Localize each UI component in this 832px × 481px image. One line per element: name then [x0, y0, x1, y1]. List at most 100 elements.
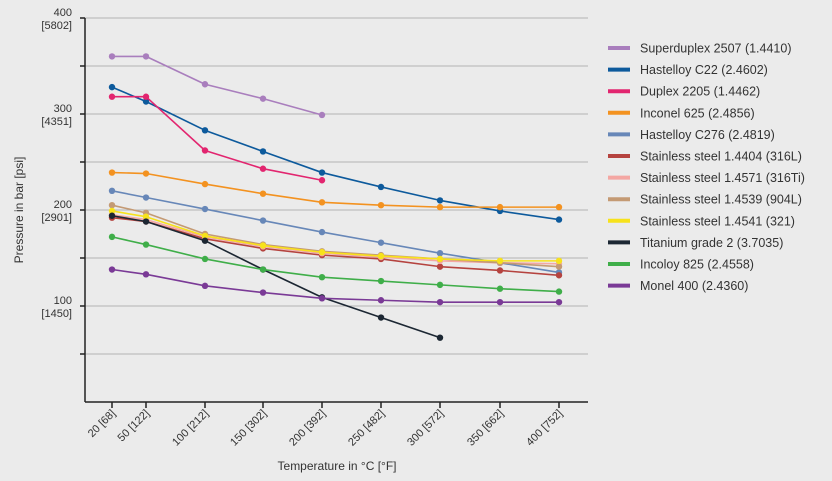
data-point-0-50: [142, 53, 150, 60]
data-point-11-350: [496, 298, 504, 306]
data-point-9-100: [201, 237, 209, 244]
grid: [85, 17, 588, 355]
legend-label-9: Titanium grade 2 (3.7035): [640, 236, 783, 250]
data-point-4-300: [436, 250, 444, 257]
data-point-10-300: [436, 281, 444, 289]
data-point-4-100: [201, 205, 209, 213]
data-point-0-200: [318, 111, 326, 119]
data-point-4-200: [318, 228, 326, 236]
data-point-2-150: [259, 165, 267, 172]
legend-label-2: Duplex 2205 (1.4462): [640, 85, 760, 99]
series-2: [108, 93, 326, 184]
data-point-8-300: [436, 255, 444, 263]
data-point-3-250: [377, 202, 385, 209]
legend-label-0: Superduplex 2507 (1.4410): [640, 42, 792, 56]
data-point-11-200: [318, 295, 326, 302]
legend-label-6: Stainless steel 1.4571 (316Ti): [640, 171, 805, 185]
data-point-9-300: [436, 334, 444, 341]
data-point-8-100: [201, 232, 209, 240]
data-point-3-100: [201, 180, 209, 188]
legend-label-11: Monel 400 (2.4360): [640, 279, 748, 293]
data-point-3-20: [108, 169, 116, 176]
data-point-8-250: [377, 252, 385, 260]
data-point-1-50: [142, 98, 150, 105]
data-point-3-50: [142, 170, 150, 177]
data-point-1-200: [318, 169, 326, 176]
legend-label-7: Stainless steel 1.4539 (904L): [640, 193, 802, 207]
y-tick-sublabel-300: [4351]: [41, 116, 72, 128]
data-point-1-150: [259, 148, 267, 155]
y-tick-sublabel-200: [2901]: [41, 212, 72, 224]
data-point-7-20: [108, 202, 116, 209]
data-point-8-400: [555, 257, 563, 265]
data-point-2-20: [108, 93, 116, 100]
data-point-3-350: [496, 203, 504, 211]
y-tick-label-100: 100: [54, 295, 72, 307]
data-point-11-250: [377, 297, 385, 304]
data-point-10-250: [377, 277, 385, 285]
data-point-10-400: [555, 288, 563, 295]
legend-label-4: Hastelloy C276 (2.4819): [640, 128, 775, 142]
legend-label-5: Stainless steel 1.4404 (316L): [640, 150, 802, 164]
data-point-1-300: [436, 197, 444, 204]
data-point-0-20: [108, 53, 116, 60]
x-axis-title: Temperature in °C [°F]: [278, 459, 397, 473]
data-point-3-300: [436, 203, 444, 211]
data-point-5-350: [496, 267, 504, 274]
y-tick-sublabel-400: [5802]: [41, 20, 72, 32]
data-point-11-400: [555, 298, 563, 306]
y-axis-title: Pressure in bar [psi]: [12, 157, 26, 264]
data-point-10-150: [259, 266, 267, 273]
data-point-10-20: [108, 233, 116, 241]
series-11: [108, 266, 563, 306]
series-8: [108, 207, 563, 265]
data-point-10-350: [496, 285, 504, 292]
data-point-2-100: [201, 147, 209, 154]
data-point-3-150: [259, 190, 267, 197]
data-point-11-100: [201, 282, 209, 290]
data-point-10-50: [142, 241, 150, 248]
data-point-8-50: [142, 213, 150, 220]
data-point-3-400: [555, 203, 563, 211]
legend-label-10: Incoloy 825 (2.4558): [640, 258, 754, 272]
y-tick-label-400: 400: [54, 7, 72, 19]
legend-label-3: Inconel 625 (2.4856): [640, 106, 755, 120]
data-point-3-200: [318, 199, 326, 206]
data-point-5-300: [436, 263, 444, 270]
data-point-9-250: [377, 314, 385, 321]
data-point-10-100: [201, 255, 209, 263]
data-point-11-300: [436, 298, 444, 306]
series-0: [108, 53, 326, 119]
legend-label-1: Hastelloy C22 (2.4602): [640, 63, 768, 77]
data-point-2-50: [142, 93, 150, 100]
data-point-8-350: [496, 257, 504, 265]
data-point-4-150: [259, 217, 267, 224]
data-point-4-20: [108, 187, 116, 194]
legend-label-8: Stainless steel 1.4541 (321): [640, 214, 795, 228]
data-point-10-200: [318, 274, 326, 281]
data-point-8-20: [108, 207, 116, 215]
data-point-4-50: [142, 194, 150, 201]
data-point-5-400: [555, 272, 563, 279]
y-tick-label-300: 300: [54, 103, 72, 115]
data-point-11-20: [108, 266, 116, 273]
y-tick-sublabel-100: [1450]: [41, 308, 72, 320]
data-point-11-50: [142, 271, 150, 278]
data-point-2-200: [318, 177, 326, 184]
data-point-9-50: [142, 218, 150, 225]
data-point-11-150: [259, 289, 267, 296]
data-point-1-20: [108, 83, 116, 91]
series-10: [108, 233, 563, 295]
data-point-4-250: [377, 239, 385, 246]
data-point-1-250: [377, 183, 385, 191]
data-point-7-400: [555, 263, 563, 270]
data-point-8-200: [318, 249, 326, 256]
data-point-1-400: [555, 216, 563, 223]
data-point-1-100: [201, 127, 209, 134]
series: [108, 53, 563, 341]
data-point-0-150: [259, 95, 267, 102]
legend: Superduplex 2507 (1.4410) Hastelloy C22 (…: [608, 42, 805, 293]
data-point-0-100: [201, 81, 209, 88]
data-point-9-20: [108, 212, 116, 219]
